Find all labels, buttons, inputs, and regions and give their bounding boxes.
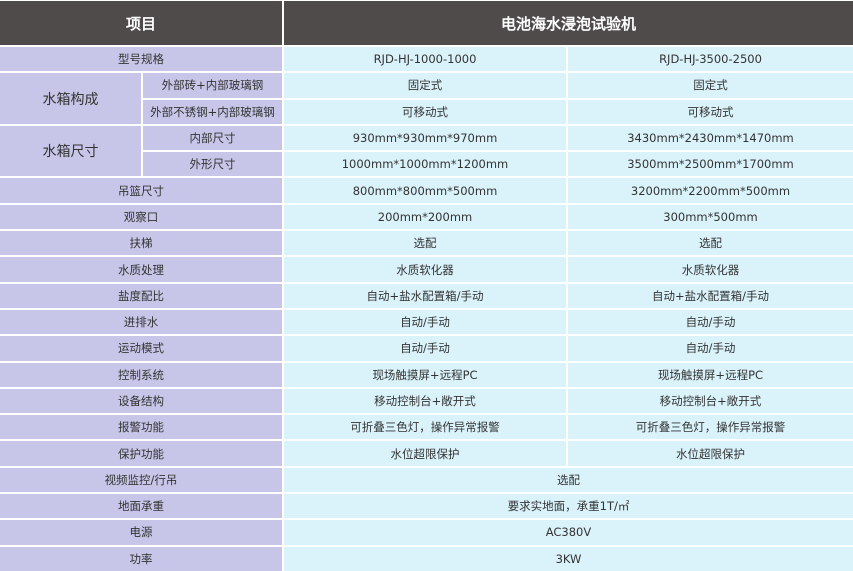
label-water: 水质处理	[0, 257, 282, 282]
sublabel: 外部不锈钢+内部玻璃钢	[143, 99, 282, 124]
value-b: 300mm*500mm	[568, 204, 853, 230]
value-a: 自动+盐水配置箱/手动	[284, 283, 566, 308]
value-b: 水质软化器	[568, 257, 853, 282]
sublabel: 内部尺寸	[143, 125, 282, 151]
value-a: 移动控制台+敞开式	[284, 388, 566, 414]
value-a: RJD-HJ-1000-1000	[284, 47, 566, 72]
value-b: 水位超限保护	[568, 441, 853, 466]
header-product: 电池海水浸泡试验机	[284, 1, 853, 45]
value-shared: 要求实地面，承重1T/㎡	[284, 494, 853, 519]
label-video: 视频监控/行吊	[0, 467, 282, 493]
value-b: 自动/手动	[568, 336, 853, 361]
value-b: 3200mm*2200mm*500mm	[568, 178, 853, 203]
value-a: 水质软化器	[284, 257, 566, 282]
label-control: 控制系统	[0, 362, 282, 387]
label-salinity: 盐度配比	[0, 283, 282, 308]
label-basket: 吊篮尺寸	[0, 178, 282, 203]
value-a: 选配	[284, 231, 566, 256]
value-a: 自动/手动	[284, 336, 566, 361]
value-shared: 3KW	[284, 546, 853, 571]
value-a: 水位超限保护	[284, 441, 566, 466]
label-model: 型号规格	[0, 47, 282, 72]
label-window: 观察口	[0, 204, 282, 230]
value-b: 固定式	[568, 73, 853, 98]
value-b: 选配	[568, 231, 853, 256]
label-motion: 运动模式	[0, 336, 282, 361]
value-b: 可折叠三色灯，操作异常报警	[568, 415, 853, 440]
value-a: 现场触摸屏+远程PC	[284, 362, 566, 387]
value-a: 1000mm*1000mm*1200mm	[284, 152, 566, 177]
header-item: 项目	[0, 1, 282, 45]
value-b: 3500mm*2500mm*1700mm	[568, 152, 853, 177]
value-a: 可折叠三色灯，操作异常报警	[284, 415, 566, 440]
sublabel: 外形尺寸	[143, 152, 282, 177]
label-tank-build: 水箱构成	[0, 73, 141, 124]
label-wattage: 功率	[0, 546, 282, 571]
label-inout: 进排水	[0, 309, 282, 335]
value-b: 可移动式	[568, 99, 853, 124]
value-a: 自动/手动	[284, 309, 566, 335]
label-alarm: 报警功能	[0, 415, 282, 440]
value-a: 200mm*200mm	[284, 204, 566, 230]
value-shared: AC380V	[284, 520, 853, 545]
label-ladder: 扶梯	[0, 231, 282, 256]
label-protect: 保护功能	[0, 441, 282, 466]
value-a: 930mm*930mm*970mm	[284, 125, 566, 151]
sublabel: 外部砖+内部玻璃钢	[143, 73, 282, 98]
value-b: 移动控制台+敞开式	[568, 388, 853, 414]
value-b: 3430mm*2430mm*1470mm	[568, 125, 853, 151]
value-b: 自动+盐水配置箱/手动	[568, 283, 853, 308]
value-b: RJD-HJ-3500-2500	[568, 47, 853, 72]
value-a: 800mm*800mm*500mm	[284, 178, 566, 203]
value-b: 自动/手动	[568, 309, 853, 335]
value-shared: 选配	[284, 467, 853, 493]
label-tank-size: 水箱尺寸	[0, 125, 141, 177]
value-b: 现场触摸屏+远程PC	[568, 362, 853, 387]
label-floor: 地面承重	[0, 494, 282, 519]
label-power: 电源	[0, 520, 282, 545]
value-a: 固定式	[284, 73, 566, 98]
label-structure: 设备结构	[0, 388, 282, 414]
value-a: 可移动式	[284, 99, 566, 124]
